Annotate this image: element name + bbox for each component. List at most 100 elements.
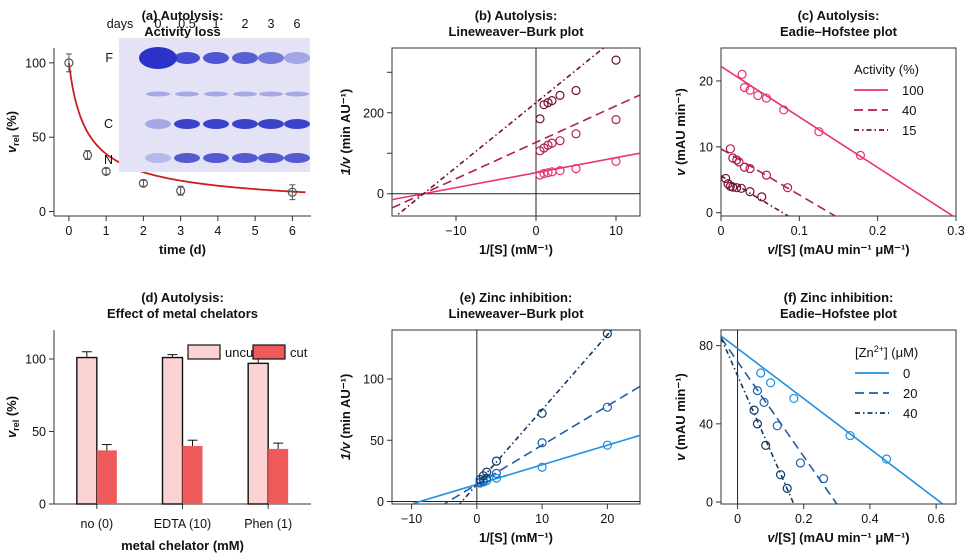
y-axis-label: vrel (%) (4, 396, 21, 438)
x-axis-label: 1/[S] (mM⁻¹) (479, 242, 553, 257)
category-label: no (0) (81, 517, 114, 531)
data-point-20 (537, 438, 547, 448)
gel-band-f (284, 52, 310, 64)
panel-subtitle: Lineweaver–Burk plot (448, 306, 584, 321)
data-point-0 (602, 440, 612, 450)
legend-title-sup: 2+ (874, 344, 884, 354)
data-point-15 (535, 114, 545, 124)
fit-line-100 (392, 152, 640, 201)
panel-subtitle: Effect of metal chelators (107, 306, 258, 321)
y-label-unit: (min AU⁻¹) (338, 374, 353, 442)
legend-label-20: 20 (903, 386, 917, 401)
y-tick-label: 0 (377, 495, 384, 509)
plot-frame (720, 47, 957, 217)
gel-band-f (203, 52, 229, 64)
bar-uncut (76, 356, 98, 505)
x-tick-label: 0 (65, 224, 72, 238)
data-point-15 (732, 183, 742, 193)
y-tick-label: 0 (706, 206, 713, 220)
panel-subtitle: Eadie–Hofstee plot (780, 306, 898, 321)
gel-band-f (232, 52, 258, 64)
gel-band-label: N (104, 153, 113, 167)
data-point-15 (571, 85, 581, 96)
legend-swatch-uncut (187, 344, 221, 360)
data-point-100 (535, 170, 545, 180)
y-label-unit: (mAU min⁻¹) (673, 88, 688, 169)
data-point-40 (752, 419, 763, 429)
data-point-40 (782, 483, 792, 493)
y-tick-label: 50 (32, 425, 46, 439)
x-tick-label: 4 (214, 224, 221, 238)
data-point (82, 150, 93, 160)
x-axis-label: metal chelator (mM) (121, 538, 244, 553)
gel-lane-label: 6 (294, 17, 301, 31)
fit-lines (392, 48, 640, 216)
gel-band-n (232, 153, 258, 163)
panel-f-zinc-eadie-hofstee: (f) Zinc inhibition:Eadie–Hofstee plot 0 0… (673, 290, 957, 545)
data-point-100 (761, 93, 772, 103)
legend: Activity (%) 100 40 15 (854, 62, 924, 138)
gel-band-faint (146, 91, 170, 97)
data-point-40 (602, 329, 612, 339)
data-point (101, 166, 111, 176)
data-point (64, 58, 74, 68)
gel-lane-label: 1 (213, 17, 220, 31)
y-tick-label: 40 (699, 417, 713, 431)
data-point-40 (749, 405, 759, 415)
data-point-100 (753, 90, 763, 101)
y-axis-label: 1/v (min AU⁻¹) (338, 89, 353, 176)
x-tick-label: 0.4 (861, 512, 878, 526)
plot-frame (720, 329, 957, 505)
panel-subtitle: Lineweaver–Burk plot (448, 24, 584, 39)
gel-band-n (258, 153, 284, 163)
data-point-100 (814, 127, 824, 137)
data-point-40 (761, 440, 771, 450)
x-tick-label: 2 (140, 224, 147, 238)
plot-frame (391, 47, 641, 217)
y-tick-label: 0 (39, 205, 46, 219)
legend-label-0: 0 (903, 366, 910, 381)
data-point-100 (855, 150, 866, 160)
panel-c-eadie-hofstee: (c) Autolysis:Eadie–Hofstee plot 0 0.1 0.2 0… (673, 8, 965, 257)
legend-label-uncut: uncut (225, 345, 257, 360)
gel-lane-label: 0 (155, 17, 162, 31)
panel-title: (c) Autolysis: (798, 8, 880, 23)
data-point-20 (491, 468, 502, 478)
bar-uncut (247, 362, 269, 505)
y-tick-label: 10 (699, 140, 713, 154)
gel-band-n (145, 153, 171, 163)
y-tick-label: 80 (699, 339, 713, 353)
legend-swatch-cut (252, 344, 286, 360)
fit-line-20 (721, 337, 838, 504)
gel-band-label: C (104, 117, 113, 131)
gel-band-faint (259, 91, 283, 97)
x-axis-label: v/[S] (mAU min⁻¹ μM⁻¹) (767, 530, 909, 545)
x-axis-label: time (d) (159, 242, 206, 257)
x-tick-label: 0.2 (869, 224, 886, 238)
gel-band-n (284, 153, 310, 163)
y-tick-label: 0 (39, 498, 46, 512)
y-label-var: v (673, 168, 688, 176)
panel-b-lineweaver-burk: (b) Autolysis:Lineweaver–Burk plot −10 0 10… (338, 8, 641, 257)
y-label-var: v (4, 430, 19, 438)
y-tick-label: 100 (25, 353, 46, 367)
data-point-100 (745, 85, 755, 95)
y-label-var: 1/v (338, 156, 353, 175)
data-point-20 (759, 397, 769, 407)
y-tick-label: 0 (706, 496, 713, 510)
data-point-20 (795, 458, 806, 468)
gel-band-n (203, 153, 229, 163)
fit-lines (408, 330, 640, 504)
data-point (287, 187, 297, 197)
data-point-0 (881, 454, 892, 464)
y-label-unit: (%) (4, 396, 19, 420)
data-point-40 (611, 115, 621, 125)
category-label: Phen (1) (244, 517, 292, 531)
x-tick-label: −10 (401, 512, 422, 526)
plot-frame (391, 329, 641, 505)
data-point-0 (756, 368, 766, 378)
gel-band-c (258, 119, 284, 129)
legend: uncut cut (187, 344, 308, 360)
x-tick-label: 0 (734, 512, 741, 526)
